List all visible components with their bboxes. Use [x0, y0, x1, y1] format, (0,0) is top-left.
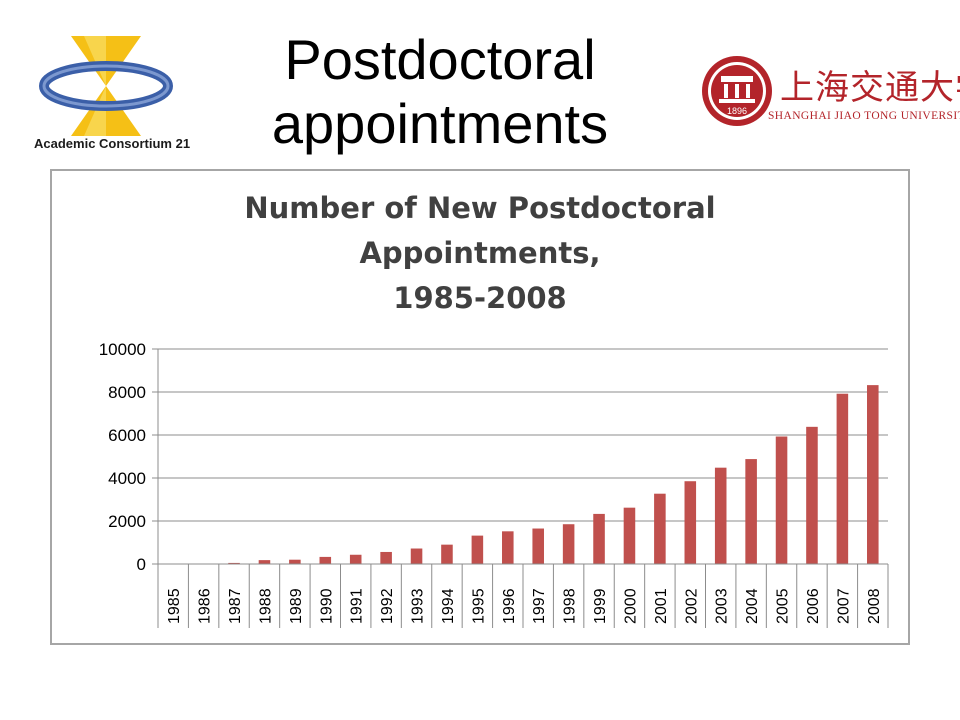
x-tick-label: 2000 [622, 588, 639, 624]
x-tick-label: 1996 [501, 588, 518, 624]
bar [441, 544, 453, 564]
x-tick-label: 1989 [288, 588, 305, 624]
bar [623, 507, 636, 564]
seal-year: 1896 [727, 106, 747, 116]
sjtu-seal-icon: 1896 [702, 56, 772, 126]
x-tick-label: 2003 [714, 588, 731, 624]
x-tick-label: 1998 [562, 588, 579, 624]
sjtu-logo: 1896 上海交通大学 SHANGHAI JIAO TONG UNIVERSIT… [700, 52, 960, 132]
slide-title: Postdoctoral appointments [200, 28, 680, 156]
x-tick-label: 1991 [349, 588, 366, 624]
bar [775, 436, 788, 564]
x-tick-label: 1992 [379, 588, 396, 624]
bar [228, 562, 240, 564]
x-tick-label: 1997 [531, 588, 548, 624]
chart-title-line-1: Number of New Postdoctoral [244, 191, 716, 225]
x-tick-label: 1994 [440, 588, 457, 624]
bar [410, 548, 423, 564]
y-tick-label: 2000 [108, 512, 146, 531]
x-tick-label: 1986 [197, 588, 214, 624]
y-tick-label: 4000 [108, 469, 146, 488]
academic-consortium-label: Academic Consortium 21 [34, 136, 191, 151]
chart-title-line-2: Appointments, [359, 236, 601, 270]
x-tick-label: 1993 [410, 588, 427, 624]
x-tick-label: 2007 [835, 588, 852, 624]
x-tick-label: 1985 [166, 588, 183, 624]
x-tick-label: 1990 [318, 588, 335, 624]
bar [745, 459, 757, 564]
academic-consortium-emblem-icon [39, 36, 173, 136]
bar [380, 551, 392, 564]
x-tick-label: 2004 [744, 588, 761, 624]
x-tick-label: 1988 [257, 588, 274, 624]
bar [502, 531, 514, 564]
bar [471, 535, 484, 564]
y-tick-label: 0 [137, 555, 146, 574]
x-tick-label: 2008 [866, 588, 883, 624]
bar [319, 556, 332, 564]
y-tick-label: 8000 [108, 383, 146, 402]
chart-title-line-3: 1985-2008 [393, 281, 567, 315]
x-tick-label: 2006 [805, 588, 822, 624]
bar [349, 554, 362, 564]
bar [836, 393, 849, 564]
bar [714, 467, 727, 564]
sjtu-chinese-name: 上海交通大学 [780, 68, 960, 108]
x-tick-label: 1999 [592, 588, 609, 624]
bar [867, 385, 879, 564]
bar [806, 426, 818, 564]
bar [532, 528, 544, 564]
slide-title-line-1: Postdoctoral [284, 28, 596, 91]
x-tick-label: 1987 [227, 588, 244, 624]
slide-title-line-2: appointments [271, 92, 609, 155]
x-tick-label: 2002 [683, 588, 700, 624]
sjtu-english-name: SHANGHAI JIAO TONG UNIVERSITY [768, 110, 960, 122]
bar [654, 493, 666, 564]
x-tick-label: 1995 [470, 588, 487, 624]
bar [289, 559, 301, 564]
x-tick-label: 2001 [653, 588, 670, 624]
bar [258, 560, 271, 564]
bar [593, 513, 605, 564]
bar [562, 524, 575, 564]
chart-frame: Number of New Postdoctoral Appointments,… [50, 169, 910, 645]
x-tick-label: 2005 [775, 588, 792, 624]
y-tick-label: 10000 [99, 340, 146, 359]
academic-consortium-logo [26, 24, 186, 154]
bar-chart: 0 2000 4000 6000 8000 10000 1985 1986 1987 1988 19… [99, 340, 889, 628]
bar [684, 481, 697, 564]
y-tick-label: 6000 [108, 426, 146, 445]
